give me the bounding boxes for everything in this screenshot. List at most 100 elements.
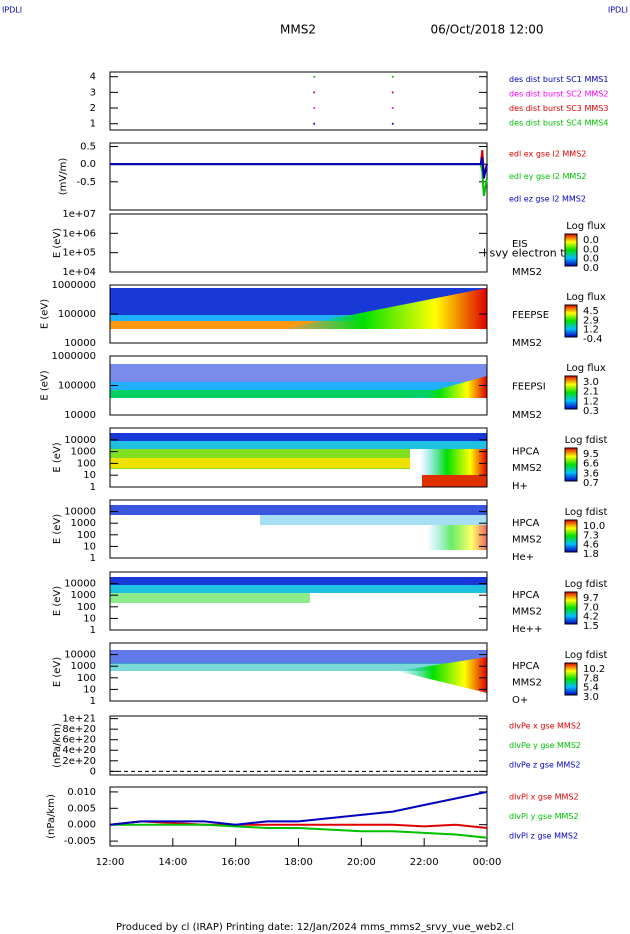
y-tick-label: 10000 <box>64 507 96 518</box>
colorbar-tick-label: 0.3 <box>583 406 599 417</box>
y-tick-label: 100000 <box>58 381 96 392</box>
colorbar-tick-label: 3.0 <box>583 692 599 703</box>
spectrum <box>110 663 487 671</box>
plot-frame <box>109 71 488 131</box>
y-tick-label: 10 <box>83 541 96 552</box>
footer: Produced by cl (IRAP) Printing date: 12/… <box>116 922 514 933</box>
y-tick-label: 1 <box>90 553 96 564</box>
y-tick-label: 1e+21 <box>62 714 96 725</box>
legend-label: des dist burst SC3 MMS3 <box>509 104 608 113</box>
y-tick-label: 1e+04 <box>62 267 96 278</box>
colorbar-tick-label: 1.5 <box>583 621 599 632</box>
panel-label: EIS <box>512 239 528 250</box>
y-axis-label: (nPa/km) <box>46 794 57 839</box>
data-line <box>110 163 488 197</box>
panel-label: MMS2 <box>512 338 542 349</box>
y-tick-label: 10000 <box>64 338 96 349</box>
y-tick-label: 10000 <box>64 650 96 661</box>
y-tick-label: 1000 <box>71 518 96 529</box>
colorbar-tick-label: 5.4 <box>583 683 599 694</box>
y-tick-label: 0.010 <box>67 787 96 798</box>
corner-label: IPDLI <box>608 6 628 15</box>
colorbar-title: Log fdist <box>565 507 608 518</box>
y-tick-label: 1 <box>90 119 96 130</box>
colorbar-title: Log fdist <box>565 579 608 590</box>
panel-label: MMS2 <box>512 410 542 421</box>
spectrum <box>110 433 487 441</box>
y-tick-label: 100 <box>77 673 96 684</box>
y-tick-label: 0.5 <box>80 142 96 153</box>
panel-note: l svy electron to <box>483 246 572 259</box>
y-tick-label: 1e+06 <box>62 228 96 239</box>
x-tick-label: 20:00 <box>347 857 376 868</box>
spectrum <box>260 515 487 525</box>
plot-frame <box>109 499 488 559</box>
y-tick-label: 1e+05 <box>62 248 96 259</box>
colorbar <box>564 447 578 482</box>
legend-label: des dist burst SC4 MMS4 <box>509 118 608 127</box>
spectrum <box>110 505 487 515</box>
legend-label: edl ey gse l2 MMS2 <box>509 172 587 181</box>
spectrum <box>110 382 487 392</box>
plot-frame <box>109 715 488 776</box>
spectrum <box>110 441 487 449</box>
colorbar-tick-label: 6.6 <box>583 459 599 470</box>
colorbar-tick-label: -0.4 <box>583 334 603 345</box>
spectrum <box>110 315 487 321</box>
y-axis-label: E (eV) <box>52 442 63 472</box>
colorbar-tick-label: 7.3 <box>583 530 599 541</box>
y-tick-label: 1e+07 <box>62 209 96 220</box>
legend-label: des dist burst SC1 MMS1 <box>509 75 608 84</box>
colorbar-title: Log fdist <box>565 435 608 446</box>
spectrum <box>110 577 487 585</box>
panel-label: H+ <box>512 481 528 492</box>
colorbar-tick-label: 0.0 <box>583 244 599 255</box>
data-line <box>109 820 488 829</box>
spectrum <box>110 593 310 603</box>
y-tick-label: 2e+20 <box>62 756 96 767</box>
x-tick-label: 14:00 <box>158 857 187 868</box>
y-tick-label: -0.5 <box>76 177 96 188</box>
legend-label: des dist burst SC2 MMS2 <box>509 89 608 98</box>
colorbar-tick-label: 4.2 <box>583 612 599 623</box>
y-tick-label: 1 <box>90 696 96 707</box>
y-tick-label: 10 <box>83 613 96 624</box>
data-point <box>391 122 394 125</box>
spectrum <box>110 650 487 664</box>
panel-label: MMS2 <box>512 267 542 278</box>
y-tick-label: 100 <box>77 458 96 469</box>
spectrum <box>110 390 487 398</box>
chart-title: MMS2 <box>280 23 316 37</box>
y-tick-label: 0 <box>90 766 96 777</box>
y-tick-label: 10000 <box>64 579 96 590</box>
panel-label: HPCA <box>512 447 540 458</box>
colorbar-tick-label: 2.9 <box>583 315 599 326</box>
plot-frame <box>109 571 488 631</box>
spectrum <box>427 525 487 550</box>
plot-frame <box>109 213 488 273</box>
plot-frame <box>109 642 488 702</box>
legend-label: dlvPl x gse MMS2 <box>509 792 579 801</box>
colorbar-tick-label: 10.0 <box>583 521 605 532</box>
colorbar <box>564 233 578 267</box>
colorbar-tick-label: 3.6 <box>583 468 599 479</box>
legend-label: dlvPe y gse MMS2 <box>509 741 581 750</box>
colorbar <box>564 662 578 696</box>
spectrum <box>407 376 487 398</box>
x-tick-label: 22:00 <box>410 857 439 868</box>
colorbar <box>564 519 578 553</box>
y-axis-label: E (eV) <box>52 514 63 544</box>
panel-label: MMS2 <box>512 463 542 474</box>
y-tick-label: 100000 <box>58 309 96 320</box>
y-tick-label: 0.0 <box>80 159 96 170</box>
panel-label: FEEPSI <box>512 382 546 393</box>
spectrum <box>110 321 487 329</box>
colorbar-tick-label: 4.6 <box>583 540 599 551</box>
data-point <box>313 107 316 110</box>
plot-frame <box>109 427 488 488</box>
legend-label: dlvPe z gse MMS2 <box>509 761 580 770</box>
y-tick-label: -0.005 <box>64 836 96 847</box>
legend-label: edl ez gse l2 MMS2 <box>509 194 586 203</box>
data-line <box>110 156 488 179</box>
